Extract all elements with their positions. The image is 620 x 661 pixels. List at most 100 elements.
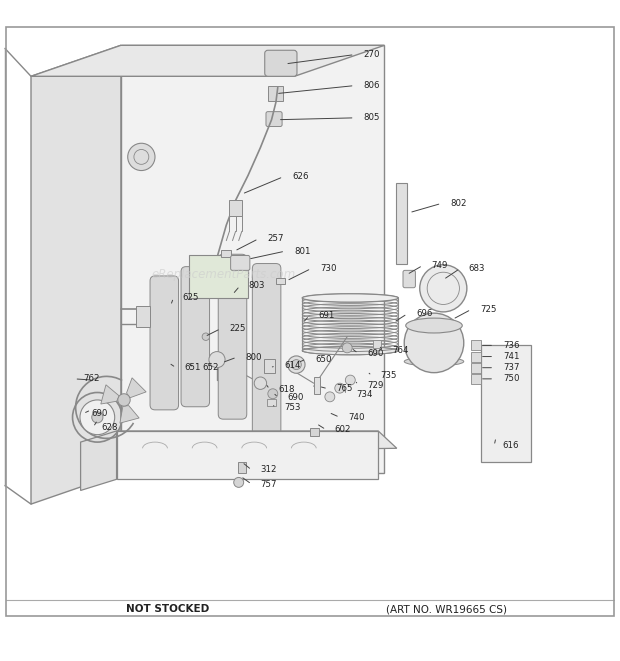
Bar [373, 340, 381, 348]
FancyBboxPatch shape [266, 112, 282, 126]
Text: 803: 803 [249, 282, 265, 290]
Bar [310, 428, 319, 436]
Bar [229, 200, 242, 215]
FancyBboxPatch shape [403, 270, 415, 288]
Polygon shape [31, 46, 384, 76]
Bar [471, 374, 481, 384]
Polygon shape [117, 431, 397, 451]
Bar [480, 346, 531, 462]
Bar [268, 86, 283, 101]
Circle shape [128, 143, 155, 171]
Text: 683: 683 [469, 264, 485, 273]
Circle shape [420, 265, 467, 312]
Bar [276, 278, 285, 284]
Text: 750: 750 [503, 374, 520, 383]
Ellipse shape [302, 346, 398, 355]
Circle shape [202, 333, 210, 340]
Text: 729: 729 [367, 381, 383, 389]
Text: 625: 625 [182, 293, 199, 302]
Ellipse shape [291, 360, 301, 369]
Circle shape [118, 394, 130, 406]
Text: 618: 618 [278, 385, 295, 394]
Circle shape [254, 377, 267, 389]
Text: 270: 270 [363, 50, 380, 59]
FancyBboxPatch shape [150, 276, 179, 410]
Circle shape [404, 313, 464, 373]
Text: 628: 628 [102, 423, 118, 432]
Circle shape [92, 412, 103, 423]
Bar [396, 183, 407, 264]
Bar [471, 352, 481, 362]
Bar [189, 255, 248, 298]
Circle shape [234, 477, 244, 487]
Text: 801: 801 [294, 247, 311, 256]
Bar [221, 250, 231, 257]
FancyBboxPatch shape [218, 254, 247, 419]
Text: 691: 691 [318, 311, 334, 320]
Text: 651: 651 [185, 363, 202, 372]
Text: 730: 730 [320, 264, 337, 273]
Polygon shape [126, 378, 146, 398]
Text: 225: 225 [229, 324, 246, 333]
Bar [238, 462, 246, 473]
Circle shape [342, 343, 352, 353]
Text: 741: 741 [503, 352, 520, 361]
Circle shape [345, 375, 355, 385]
Text: 802: 802 [450, 199, 467, 208]
Text: 764: 764 [392, 346, 409, 355]
Circle shape [268, 389, 278, 399]
Polygon shape [117, 431, 378, 479]
Text: 614: 614 [285, 362, 301, 370]
Text: 725: 725 [480, 305, 497, 314]
Text: 765: 765 [337, 384, 353, 393]
Ellipse shape [288, 356, 305, 373]
Bar [136, 305, 150, 327]
Text: 690: 690 [287, 393, 303, 402]
Bar [471, 340, 481, 350]
Text: 652: 652 [203, 363, 219, 372]
Text: 602: 602 [335, 425, 352, 434]
Bar [267, 399, 276, 406]
Text: 626: 626 [292, 173, 309, 181]
Circle shape [209, 352, 225, 368]
Text: (ART NO. WR19665 CS): (ART NO. WR19665 CS) [386, 605, 507, 615]
Text: 737: 737 [503, 363, 520, 372]
Polygon shape [81, 431, 117, 490]
Ellipse shape [302, 293, 398, 302]
Text: 690: 690 [92, 409, 108, 418]
Circle shape [325, 392, 335, 402]
Text: 805: 805 [363, 113, 380, 122]
Text: 616: 616 [503, 442, 520, 450]
Circle shape [335, 383, 345, 393]
Text: 734: 734 [356, 390, 373, 399]
Polygon shape [101, 385, 119, 404]
Text: 257: 257 [267, 234, 284, 243]
FancyBboxPatch shape [252, 264, 281, 447]
Text: 749: 749 [432, 261, 448, 270]
Circle shape [80, 400, 115, 435]
FancyBboxPatch shape [265, 50, 297, 76]
Bar [314, 377, 320, 395]
Text: 690: 690 [367, 349, 383, 358]
Text: 806: 806 [363, 81, 380, 90]
Text: 650: 650 [315, 354, 332, 364]
Text: 736: 736 [503, 341, 520, 350]
Ellipse shape [405, 318, 463, 333]
Text: 800: 800 [246, 353, 262, 362]
Polygon shape [31, 46, 121, 504]
Polygon shape [121, 46, 384, 473]
Text: 753: 753 [285, 403, 301, 412]
Text: 740: 740 [348, 413, 365, 422]
Text: 735: 735 [381, 371, 397, 380]
Text: 696: 696 [416, 309, 432, 318]
Text: 762: 762 [83, 374, 100, 383]
Ellipse shape [404, 357, 464, 366]
Text: 312: 312 [260, 465, 277, 475]
Bar [264, 359, 275, 373]
Text: NOT STOCKED: NOT STOCKED [126, 605, 209, 615]
Polygon shape [120, 406, 139, 423]
FancyBboxPatch shape [231, 256, 250, 270]
Bar [471, 363, 481, 373]
Text: 757: 757 [260, 480, 277, 488]
Text: eReplacementParts.com: eReplacementParts.com [151, 268, 295, 281]
